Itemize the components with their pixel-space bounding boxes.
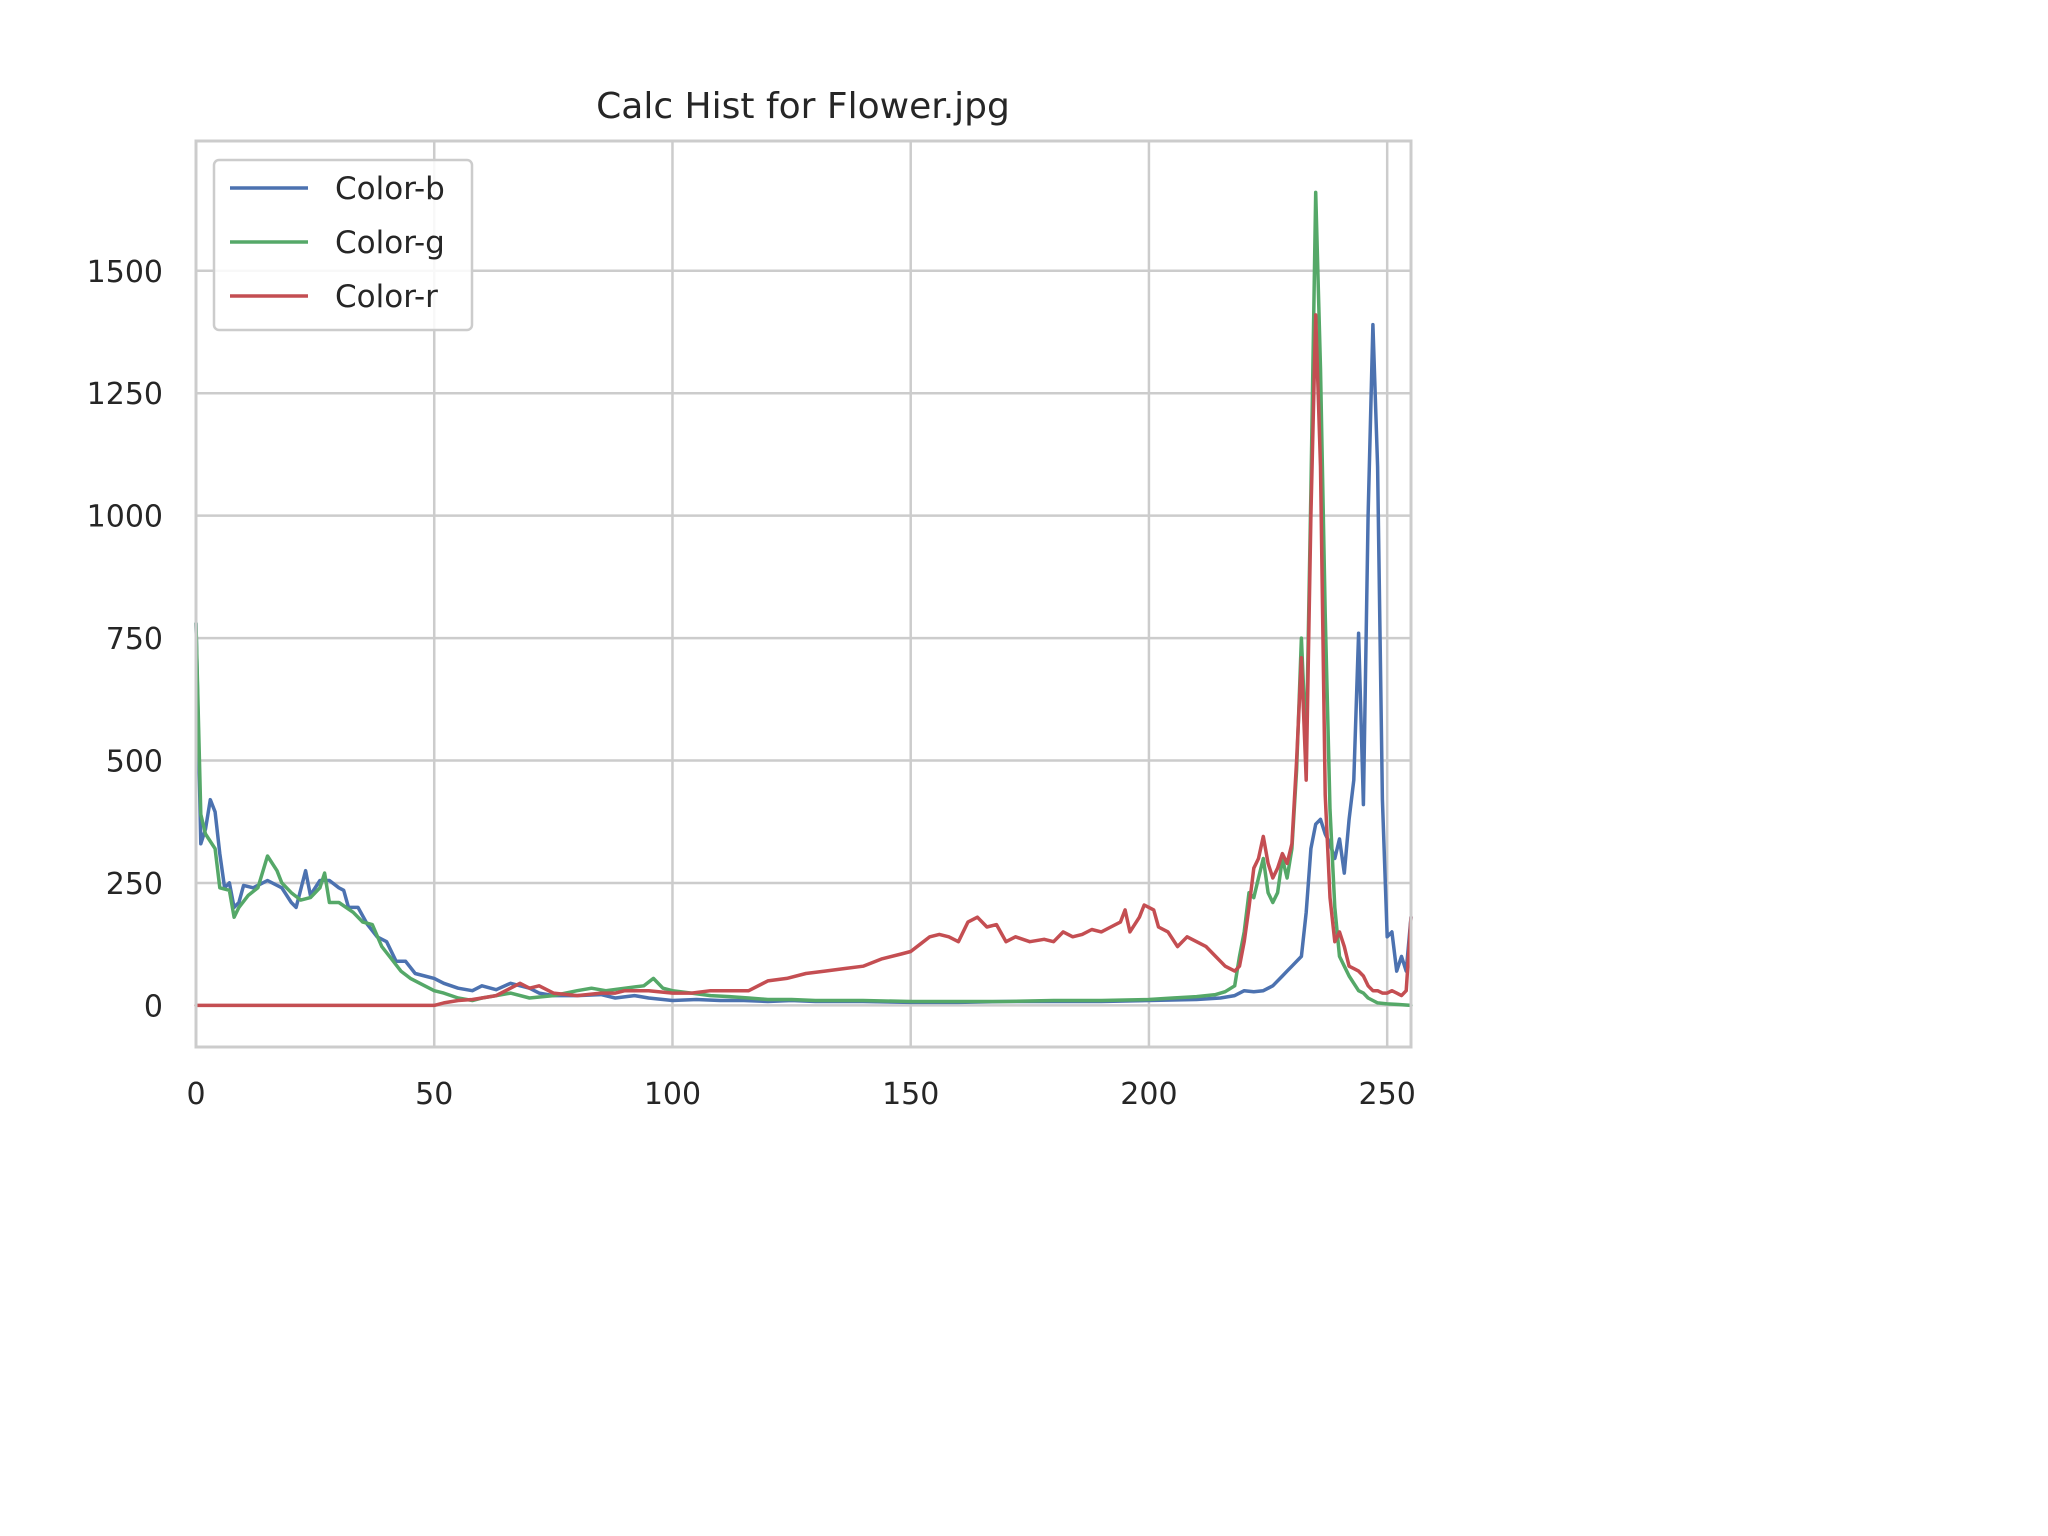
y-tick-label: 0 xyxy=(144,989,163,1024)
x-tick-label: 250 xyxy=(1359,1077,1416,1112)
legend-box xyxy=(212,158,474,332)
series-group xyxy=(194,190,1413,1008)
tick-labels: 0 50 100 150 200 250 0 250 500 750 1000 1250 1500 xyxy=(87,255,1416,1112)
y-tick-label: 500 xyxy=(106,745,163,780)
legend: Color-b Color-g Color-r xyxy=(212,158,474,332)
x-tick-label: 0 xyxy=(186,1077,205,1112)
legend-label: Color-b xyxy=(335,171,445,207)
series-line-color-g xyxy=(194,190,1413,1008)
y-tick-label: 750 xyxy=(106,622,163,657)
y-tick-label: 1250 xyxy=(87,377,163,412)
x-tick-label: 200 xyxy=(1120,1077,1177,1112)
chart-title: Calc Hist for Flower.jpg xyxy=(596,86,1010,127)
y-tick-label: 1000 xyxy=(87,500,163,535)
plot-frame xyxy=(194,139,1413,1049)
x-tick-label: 150 xyxy=(882,1077,939,1112)
x-tick-label: 50 xyxy=(415,1077,453,1112)
y-tick-label: 250 xyxy=(106,867,163,902)
series-line-color-b xyxy=(194,322,1413,1005)
histogram-chart: Calc Hist for Flower.jpg 0 50 100 150 200 250… xyxy=(86,86,1416,1112)
series-line-color-r xyxy=(194,313,1413,1008)
grid xyxy=(194,141,1411,1047)
legend-label: Color-r xyxy=(335,279,438,315)
y-tick-label: 1500 xyxy=(87,255,163,290)
x-tick-label: 100 xyxy=(644,1077,701,1112)
legend-label: Color-g xyxy=(335,225,445,261)
